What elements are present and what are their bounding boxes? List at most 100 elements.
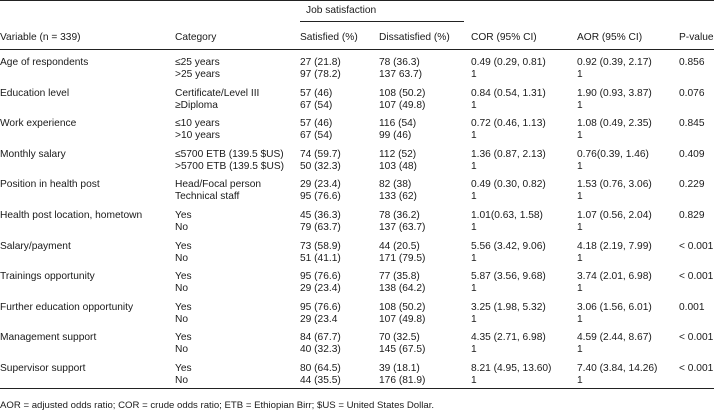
row-dissatisfied-1: 108 (50.2) — [379, 87, 426, 99]
row-category-1: Yes — [175, 240, 192, 252]
row-satisfied-1: 57 (46) — [300, 118, 333, 130]
row-aor-1: 1.08 (0.49, 2.35) — [577, 118, 652, 130]
row-satisfied-1: 45 (36.3) — [300, 210, 341, 221]
row-satisfied-2: 95 (76.6) — [300, 191, 341, 203]
row-variable: Management support — [0, 332, 97, 344]
table-row: Education level Certificate/Level III 57 (… — [0, 84, 714, 111]
row-dissatisfied-2: 99 (46) — [379, 130, 412, 142]
row-pvalue: 0.229 — [679, 179, 705, 191]
row-category-1: ≤10 years — [175, 118, 220, 130]
row-cor-2: 1 — [471, 99, 477, 111]
row-aor-2: 1 — [577, 160, 583, 172]
row-variable: Position in health post — [0, 179, 100, 191]
row-category-2: No — [175, 222, 189, 233]
row-category-1: Head/Focal person — [175, 179, 262, 191]
row-pvalue: 0.076 — [679, 87, 705, 99]
top-rule — [0, 0, 714, 1]
row-aor-1: 0.76(0.39, 1.46) — [577, 148, 649, 160]
row-aor-2: 1 — [577, 130, 583, 142]
table-footnote: AOR = adjusted odds ratio; COR = crude o… — [0, 400, 435, 411]
row-satisfied-1: 74 (59.7) — [300, 148, 341, 160]
row-aor-1: 1.90 (0.93, 3.87) — [577, 87, 652, 99]
row-dissatisfied-2: 137 (63.7) — [379, 222, 426, 233]
row-aor-1: 3.74 (2.01, 6.98) — [577, 271, 652, 283]
row-category-1: ≤5700 ETB (139.5 $US) — [175, 148, 284, 160]
row-category-2: ≥Diploma — [175, 99, 218, 111]
row-dissatisfied-1: 70 (32.5) — [379, 332, 420, 344]
header-satisfied: Satisfied (%) — [300, 32, 358, 43]
row-cor-2: 1 — [471, 375, 477, 386]
row-pvalue: 0.409 — [679, 148, 705, 160]
row-category-1: ≤25 years — [175, 57, 220, 68]
row-aor-2: 1 — [577, 69, 583, 80]
row-satisfied-1: 80 (64.5) — [300, 363, 341, 374]
row-aor-2: 1 — [577, 191, 583, 203]
row-dissatisfied-1: 116 (54) — [379, 118, 417, 130]
row-satisfied-2: 29 (23.4) — [300, 283, 341, 295]
row-satisfied-2: 50 (32.3) — [300, 160, 341, 172]
row-pvalue: 0.829 — [679, 210, 705, 221]
row-category-1: Yes — [175, 271, 192, 283]
table-row: Monthly salary ≤5700 ETB (139.5 $US) 74 (5… — [0, 145, 714, 172]
row-dissatisfied-1: 82 (38) — [379, 179, 412, 191]
row-category-2: No — [175, 313, 189, 325]
row-cor-2: 1 — [471, 252, 477, 264]
row-category-2: Technical staff — [175, 191, 240, 203]
row-satisfied-2: 44 (35.5) — [300, 375, 341, 386]
row-satisfied-1: 84 (67.7) — [300, 332, 341, 344]
row-satisfied-1: 73 (58.9) — [300, 240, 341, 252]
row-category-1: Yes — [175, 332, 192, 344]
row-category-2: No — [175, 283, 189, 295]
row-dissatisfied-1: 78 (36.3) — [379, 57, 420, 68]
header-aor: AOR (95% CI) — [577, 32, 643, 43]
row-cor-1: 3.25 (1.98, 5.32) — [471, 301, 546, 313]
table-row: Position in health post Head/Focal person… — [0, 175, 714, 202]
row-satisfied-2: 67 (54) — [300, 130, 333, 142]
header-dissatisfied: Dissatisfied (%) — [379, 32, 450, 43]
row-satisfied-2: 29 (23.4 — [300, 313, 338, 325]
row-satisfied-2: 97 (78.2) — [300, 69, 341, 80]
row-category-2: >5700 ETB (139.5 $US) — [175, 160, 285, 172]
header-job-satisfaction: Job satisfaction — [306, 5, 377, 16]
row-variable: Trainings opportunity — [0, 271, 95, 283]
row-category-1: Yes — [175, 210, 192, 221]
row-cor-2: 1 — [471, 160, 477, 172]
row-cor-1: 1.01(0.63, 1.58) — [471, 210, 543, 221]
table-row: Supervisor support Yes 80 (64.5) 39 (18.1) 8… — [0, 359, 714, 386]
row-aor-1: 0.92 (0.39, 2.17) — [577, 57, 652, 68]
row-cor-1: 5.56 (3.42, 9.06) — [471, 240, 546, 252]
table-row: Trainings opportunity Yes 95 (76.6) 77 (35.… — [0, 267, 714, 294]
row-dissatisfied-1: 77 (35.8) — [379, 271, 420, 283]
row-category-2: No — [175, 344, 189, 356]
row-dissatisfied-1: 78 (36.2) — [379, 210, 420, 221]
row-variable: Health post location, hometown — [0, 210, 143, 221]
header-category: Category — [175, 32, 217, 43]
table-row: Salary/payment Yes 73 (58.9) 44 (20.5) 5.56 … — [0, 237, 714, 264]
row-satisfied-2: 79 (63.7) — [300, 222, 341, 233]
row-category-1: Yes — [175, 363, 192, 374]
row-satisfied-1: 27 (21.8) — [300, 57, 341, 68]
row-aor-2: 1 — [577, 313, 583, 325]
row-variable: Monthly salary — [0, 148, 66, 160]
row-pvalue: < 0.001 — [679, 332, 714, 344]
table-row: Age of respondents ≤25 years 27 (21.8) 78 (… — [0, 53, 714, 80]
row-satisfied-1: 95 (76.6) — [300, 301, 341, 313]
row-pvalue: 0.001 — [679, 301, 705, 313]
table-row: Health post location, hometown Yes 45 (36.… — [0, 206, 714, 233]
row-cor-2: 1 — [471, 222, 477, 233]
row-pvalue: 0.856 — [679, 57, 705, 68]
row-dissatisfied-2: 171 (79.5) — [379, 252, 426, 264]
row-dissatisfied-2: 107 (49.8) — [379, 313, 426, 325]
row-dissatisfied-2: 107 (49.8) — [379, 99, 426, 111]
table-row: Work experience ≤10 years 57 (46) 116 (54) 0… — [0, 114, 714, 141]
row-satisfied-2: 51 (41.1) — [300, 252, 341, 264]
row-satisfied-2: 40 (32.3) — [300, 344, 341, 356]
row-category-2: No — [175, 375, 189, 386]
row-pvalue: < 0.001 — [679, 240, 714, 252]
row-aor-1: 3.06 (1.56, 6.01) — [577, 301, 652, 313]
row-dissatisfied-1: 44 (20.5) — [379, 240, 420, 252]
row-variable: Supervisor support — [0, 363, 86, 374]
row-dissatisfied-2: 138 (64.2) — [379, 283, 426, 295]
row-variable: Age of respondents — [0, 57, 89, 68]
row-variable: Further education opportunity — [0, 301, 134, 313]
